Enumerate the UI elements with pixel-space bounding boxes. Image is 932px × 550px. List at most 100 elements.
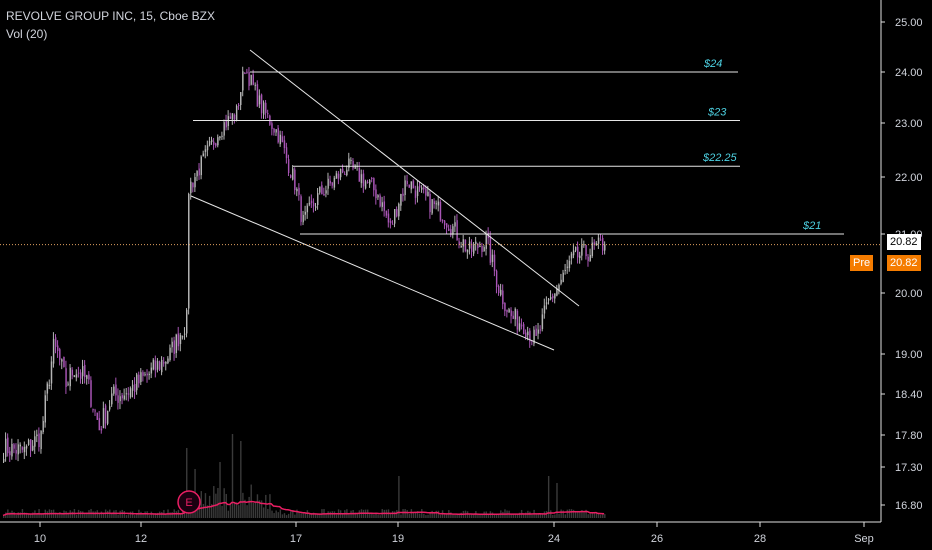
candle (312, 202, 315, 207)
candle (537, 329, 539, 334)
candle (260, 94, 263, 114)
volume-bar (354, 512, 356, 518)
candle (362, 173, 365, 187)
volume-bar (59, 512, 61, 518)
candle (502, 290, 504, 305)
candle (192, 182, 194, 188)
time-tick-label: 17 (290, 533, 302, 545)
candle (30, 439, 32, 451)
candle (148, 373, 150, 375)
time-axis: 10 12 17 19 24 26 28 Sep (0, 521, 881, 545)
candle (402, 193, 404, 196)
candle (558, 284, 560, 291)
candle (541, 314, 544, 330)
volume-bar (134, 515, 136, 518)
candle (225, 120, 227, 128)
volume-bar (283, 513, 286, 518)
candle (44, 395, 46, 423)
candle (115, 384, 117, 396)
volume-bar (331, 511, 334, 518)
candle (190, 181, 192, 194)
volume-bar (452, 514, 454, 518)
candle (443, 220, 446, 226)
volume-bar (572, 509, 575, 518)
volume-bar (498, 514, 500, 518)
volume-bar (46, 511, 49, 518)
volume-bar (175, 511, 178, 518)
volume-bar (221, 505, 223, 518)
volume-bar (98, 513, 101, 518)
candle (65, 368, 67, 387)
candle (483, 246, 485, 252)
candle (75, 374, 78, 378)
candle (527, 331, 529, 336)
candle (458, 241, 460, 245)
candle (319, 186, 321, 193)
candle (281, 136, 284, 143)
candle (387, 213, 390, 223)
chart-title: REVOLVE GROUP INC, 15, Cboe BZX (6, 9, 215, 23)
volume-bar (564, 514, 566, 518)
candle (48, 385, 51, 387)
volume-bar (454, 515, 456, 518)
volume-bar (75, 514, 78, 518)
volume-bar (277, 512, 279, 518)
volume-bar (581, 509, 583, 518)
candle (152, 359, 155, 370)
volume-bar (235, 502, 238, 518)
candle (25, 445, 28, 449)
volume-bar (435, 510, 438, 518)
volume-bar (416, 511, 419, 518)
candle (98, 418, 101, 431)
volume-bar (186, 448, 188, 518)
candle (360, 174, 363, 184)
candle (229, 116, 232, 119)
candle (604, 244, 606, 251)
volume-bar (585, 509, 587, 518)
candle (516, 310, 519, 330)
volume-indicator-label[interactable]: Vol (20) (6, 27, 48, 41)
wedge-lower-trendline (190, 195, 555, 351)
volume-bar (373, 514, 375, 518)
volume-bar (427, 514, 429, 518)
volume-bar (595, 511, 598, 518)
volume-bar (369, 513, 371, 518)
candle (250, 74, 252, 85)
volume-bar (298, 512, 300, 518)
volume-bar (131, 511, 134, 518)
volume-bar (535, 513, 537, 518)
last-price-tag: 20.82 (887, 234, 921, 250)
volume-bar (566, 509, 569, 518)
volume-bar (525, 512, 527, 518)
candle (9, 451, 11, 456)
volume-bar (127, 514, 130, 518)
candle (535, 328, 537, 336)
candle (136, 374, 138, 391)
volume-bar (537, 513, 539, 518)
candle (583, 244, 585, 246)
candles-layer (3, 66, 606, 463)
volume-bar (67, 512, 69, 518)
candle (134, 383, 136, 392)
candle (446, 223, 448, 228)
candle (254, 84, 257, 86)
candle (165, 361, 167, 364)
candle (485, 233, 487, 249)
candle (454, 222, 456, 227)
candle (525, 332, 527, 338)
volume-bar (252, 503, 254, 518)
candle (13, 444, 15, 449)
volume-bar (429, 512, 431, 518)
volume-bar (514, 513, 517, 518)
candle (371, 177, 373, 179)
drawings-layer: $24 $23 $22.25 $21 E (0, 49, 880, 514)
volume-bar (296, 509, 298, 518)
volume-bar (593, 513, 596, 518)
volume-bar (271, 510, 273, 518)
volume-bar (583, 512, 585, 518)
volume-bar (169, 512, 171, 518)
candle (161, 359, 163, 373)
volume-bar (541, 513, 544, 518)
volume-bar (13, 512, 15, 518)
